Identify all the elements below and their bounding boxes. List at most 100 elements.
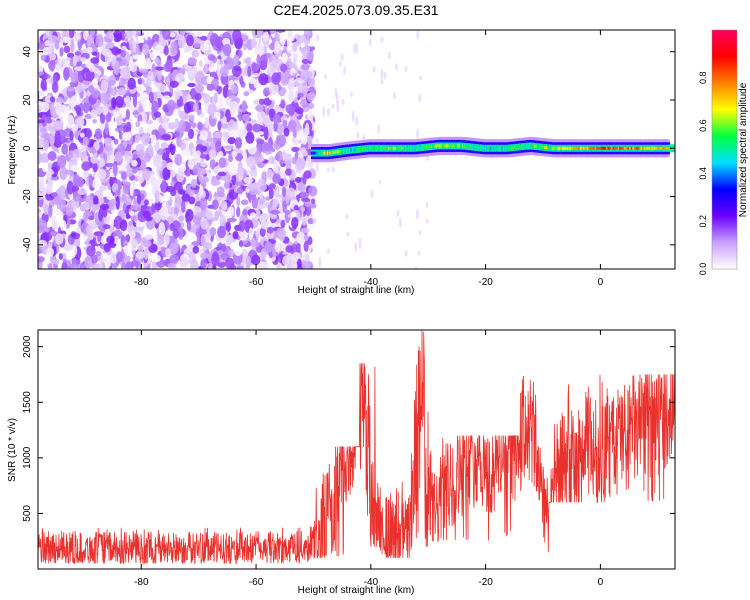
- noise-cell: [308, 185, 318, 197]
- noise-cell: [120, 49, 126, 58]
- x-tick-label: -20: [478, 277, 493, 288]
- noise-cell: [302, 252, 311, 262]
- noise-cell: [197, 121, 203, 131]
- noise-cell: [200, 153, 206, 159]
- noise-cell: [92, 119, 97, 124]
- noise-cell: [96, 107, 103, 115]
- noise-cell: [287, 119, 297, 131]
- noise-cell: [236, 196, 241, 207]
- noise-cell: [38, 131, 42, 137]
- noise-cell: [174, 153, 183, 166]
- noise-cell: [269, 82, 279, 95]
- noise-cell: [47, 204, 53, 218]
- noise-cell: [176, 76, 181, 83]
- noise-cell: [244, 64, 249, 77]
- noise-cell: [138, 68, 149, 73]
- noise-cell: [179, 259, 190, 268]
- noise-cell: [265, 168, 274, 180]
- noise-cell: [301, 135, 308, 145]
- noise-cell: [233, 54, 240, 66]
- noise-cell: [165, 248, 172, 258]
- noise-cell: [121, 66, 131, 80]
- noise-cell: [217, 261, 226, 268]
- noise-cell: [104, 121, 109, 135]
- noise-cell: [138, 30, 144, 35]
- noise-cell: [162, 30, 171, 40]
- noise-cell: [300, 197, 311, 202]
- colorbar-label: Normalized spectral amplitude: [738, 82, 749, 217]
- noise-cell: [280, 219, 286, 229]
- noise-cell: [73, 33, 81, 40]
- noise-cell: [95, 33, 104, 48]
- noise-cell: [204, 50, 211, 57]
- noise-cell: [200, 99, 205, 104]
- noise-cell: [183, 102, 192, 114]
- noise-cell: [66, 180, 74, 195]
- noise-cell: [162, 167, 171, 181]
- noise-cell: [131, 160, 138, 167]
- noise-cell: [236, 266, 243, 269]
- noise-cell: [187, 69, 197, 77]
- noise-cell: [109, 251, 118, 264]
- noise-cell: [38, 256, 45, 263]
- noise-cell: [307, 109, 314, 124]
- noise-cell: [251, 182, 261, 190]
- noise-cell: [288, 89, 294, 102]
- noise-cell: [274, 185, 280, 198]
- noise-cell: [295, 107, 304, 115]
- noise-cell: [290, 211, 297, 218]
- noise-cell: [213, 92, 218, 104]
- noise-cell: [307, 92, 316, 101]
- noise-cell: [272, 198, 279, 208]
- noise-cell: [355, 43, 359, 55]
- noise-cell: [160, 246, 166, 254]
- spectrogram-y-label: Frequency (Hz): [7, 116, 18, 185]
- noise-cell: [178, 215, 184, 222]
- noise-cell: [76, 85, 84, 93]
- snr-series: [38, 330, 675, 565]
- noise-cell: [74, 66, 83, 71]
- noise-cell: [121, 171, 127, 180]
- spectrogram-noise: [38, 30, 429, 269]
- noise-cell: [119, 219, 128, 232]
- noise-cell: [153, 120, 160, 129]
- noise-cell: [268, 108, 276, 118]
- noise-cell: [111, 56, 117, 66]
- noise-cell: [169, 223, 176, 232]
- noise-cell: [331, 166, 335, 173]
- noise-cell: [260, 212, 271, 220]
- noise-cell: [196, 31, 203, 37]
- noise-cell: [89, 67, 99, 73]
- noise-cell: [313, 129, 317, 134]
- noise-cell: [282, 200, 287, 214]
- noise-cell: [167, 263, 175, 268]
- noise-cell: [288, 106, 295, 117]
- noise-cell: [137, 78, 143, 85]
- noise-cell: [290, 77, 295, 90]
- noise-cell: [161, 195, 171, 202]
- noise-cell: [154, 189, 160, 204]
- noise-cell: [136, 193, 142, 205]
- noise-cell: [40, 101, 50, 113]
- noise-cell: [50, 61, 55, 72]
- noise-cell: [79, 262, 86, 269]
- noise-cell: [102, 48, 112, 58]
- noise-cell: [104, 153, 115, 166]
- noise-cell: [211, 217, 217, 222]
- y-tick-label: -20: [22, 189, 33, 204]
- noise-cell: [351, 110, 355, 123]
- noise-cell: [55, 233, 64, 245]
- noise-cell: [151, 254, 161, 263]
- x-tick-label: -40: [364, 277, 379, 288]
- noise-cell: [56, 135, 61, 147]
- noise-cell: [343, 66, 347, 76]
- noise-cell: [345, 213, 349, 220]
- noise-cell: [152, 154, 163, 168]
- noise-cell: [102, 105, 109, 116]
- noise-cell: [243, 91, 250, 97]
- noise-cell: [217, 225, 226, 239]
- noise-cell: [142, 239, 152, 248]
- noise-cell: [135, 121, 141, 128]
- noise-cell: [122, 124, 129, 134]
- noise-cell: [125, 213, 131, 220]
